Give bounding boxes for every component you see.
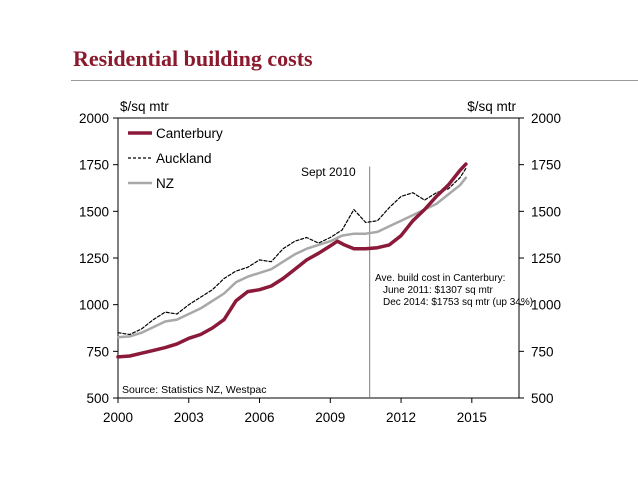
y-right-tick-label-1000: 1000 bbox=[531, 298, 561, 313]
y-left-tick-label-1250: 1250 bbox=[79, 251, 109, 266]
source-note: Source: Statistics NZ, Westpac bbox=[122, 384, 267, 396]
canterbury-cost-annotation: Ave. build cost in Canterbury: June 2011… bbox=[375, 273, 533, 308]
y-right-tick-label-2000: 2000 bbox=[531, 111, 561, 126]
y-left-tick-label-1000: 1000 bbox=[79, 298, 109, 313]
chart-title: Residential building costs bbox=[73, 46, 313, 71]
x-tick-label-2006: 2006 bbox=[245, 410, 275, 425]
series-line-nz bbox=[116, 176, 468, 339]
legend-label-nz: NZ bbox=[156, 176, 174, 191]
annotation-line-dec-2014: Dec 2014: $1753 sq mtr (up 34%) bbox=[383, 297, 533, 308]
x-axis: 2000 2003 2006 2009 2012 2015 bbox=[103, 398, 487, 425]
sept-2010-label: Sept 2010 bbox=[301, 165, 356, 179]
x-tick-label-2009: 2009 bbox=[315, 410, 345, 425]
x-tick-label-2015: 2015 bbox=[457, 410, 487, 425]
x-tick-label-2003: 2003 bbox=[174, 410, 204, 425]
annotation-line-june-2011: June 2011: $1307 sq mtr bbox=[383, 285, 494, 296]
y-left-tick-label-1500: 1500 bbox=[79, 204, 109, 219]
x-tick-label-2000: 2000 bbox=[103, 410, 133, 425]
series-line-auckland bbox=[117, 167, 467, 336]
annotation-heading: Ave. build cost in Canterbury: bbox=[375, 273, 505, 284]
title-divider bbox=[71, 80, 638, 81]
y-left-tick-label-750: 750 bbox=[86, 344, 109, 359]
x-tick-label-2012: 2012 bbox=[386, 410, 416, 425]
y-right-tick-label-1250: 1250 bbox=[531, 251, 561, 266]
legend-label-canterbury: Canterbury bbox=[156, 126, 223, 141]
y-axis: 500 500 750 750 1000 1000 1250 1250 1500 1500 1750… bbox=[79, 111, 561, 406]
y-right-tick-label-750: 750 bbox=[531, 344, 554, 359]
y-right-tick-label-500: 500 bbox=[531, 391, 554, 406]
y-left-tick-label-2000: 2000 bbox=[79, 111, 109, 126]
series-layer bbox=[116, 162, 468, 359]
y-right-tick-label-1750: 1750 bbox=[531, 158, 561, 173]
left-unit-label: $/sq mtr bbox=[120, 99, 169, 114]
y-left-tick-label-500: 500 bbox=[86, 391, 109, 406]
y-left-tick-label-1750: 1750 bbox=[79, 158, 109, 173]
y-right-tick-label-1500: 1500 bbox=[531, 204, 561, 219]
legend-label-auckland: Auckland bbox=[156, 151, 212, 166]
right-unit-label: $/sq mtr bbox=[467, 99, 516, 114]
legend: Canterbury Auckland NZ bbox=[128, 126, 223, 191]
series-line-canterbury bbox=[116, 162, 468, 359]
